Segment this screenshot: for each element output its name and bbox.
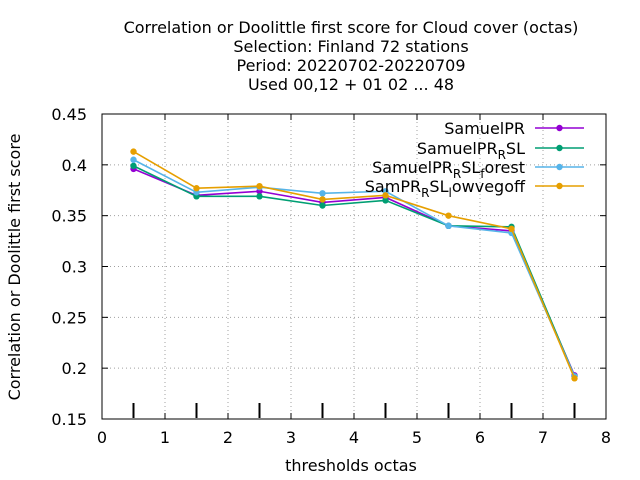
title-line-2: Selection: Finland 72 stations	[233, 37, 468, 56]
data-point	[445, 212, 452, 219]
y-tick-label: 0.45	[51, 105, 87, 124]
y-tick-labels: 0.15 0.2 0.25 0.3 0.35 0.4 0.45	[51, 105, 87, 429]
series-group	[130, 148, 578, 382]
x-tick-label: 2	[223, 428, 233, 447]
y-tick-label: 0.2	[62, 359, 87, 378]
legend-label: SamPRRSLlowvegoff	[365, 177, 526, 200]
y-tick-label: 0.35	[51, 207, 87, 226]
observation-ticks	[132, 403, 576, 418]
chart-title: Correlation or Doolittle first score for…	[124, 18, 579, 94]
data-point	[319, 202, 326, 209]
legend-swatch-point	[556, 124, 563, 132]
legend-swatch-point	[556, 163, 563, 171]
data-point	[571, 375, 578, 382]
data-point	[193, 185, 200, 192]
x-tick-label: 6	[475, 428, 485, 447]
x-tick-label: 0	[97, 428, 107, 447]
title-line-1: Correlation or Doolittle first score for…	[124, 18, 579, 37]
series-4	[130, 148, 578, 382]
data-point	[319, 196, 326, 203]
y-tick-label: 0.25	[51, 308, 87, 327]
data-point	[130, 156, 137, 163]
data-point	[319, 190, 326, 197]
x-axis-label: thresholds octas	[285, 456, 417, 475]
data-point	[256, 182, 263, 190]
y-tick-label: 0.15	[51, 410, 87, 429]
data-point	[508, 225, 515, 233]
x-tick-label: 1	[160, 428, 170, 447]
title-line-4: Used 00,12 + 01 02 ... 48	[248, 75, 454, 94]
legend: SamuelPRSamuelPRRSLSamuelPRRSLforestSamP…	[365, 119, 584, 200]
data-point	[130, 162, 137, 170]
data-point	[445, 222, 452, 230]
y-tick-label: 0.4	[62, 156, 87, 175]
x-tick-label: 7	[538, 428, 548, 447]
legend-label: SamuelPRRSLforest	[372, 158, 525, 181]
series-line	[133, 159, 576, 377]
x-tick-label: 5	[412, 428, 422, 447]
y-axis-label: Correlation or Doolittle first score	[5, 134, 24, 401]
legend-label: SamuelPR	[444, 119, 525, 138]
data-point	[382, 192, 389, 199]
legend-swatch-point	[556, 182, 563, 190]
legend-label: SamuelPRRSL	[417, 139, 525, 162]
x-tick-labels: 0 1 2 3 4 5 6 7 8	[97, 428, 611, 447]
data-point	[130, 148, 137, 155]
legend-swatch-point	[556, 144, 563, 152]
x-tick-label: 3	[286, 428, 296, 447]
grid	[102, 114, 606, 419]
series-line	[133, 150, 576, 379]
title-line-3: Period: 20220702-20220709	[236, 56, 465, 75]
axis-ticks	[101, 113, 607, 420]
data-point	[256, 193, 263, 200]
data-point	[382, 197, 389, 204]
x-tick-label: 8	[601, 428, 611, 447]
series-line	[133, 168, 576, 376]
x-tick-label: 4	[349, 428, 359, 447]
y-tick-label: 0.3	[62, 258, 87, 277]
